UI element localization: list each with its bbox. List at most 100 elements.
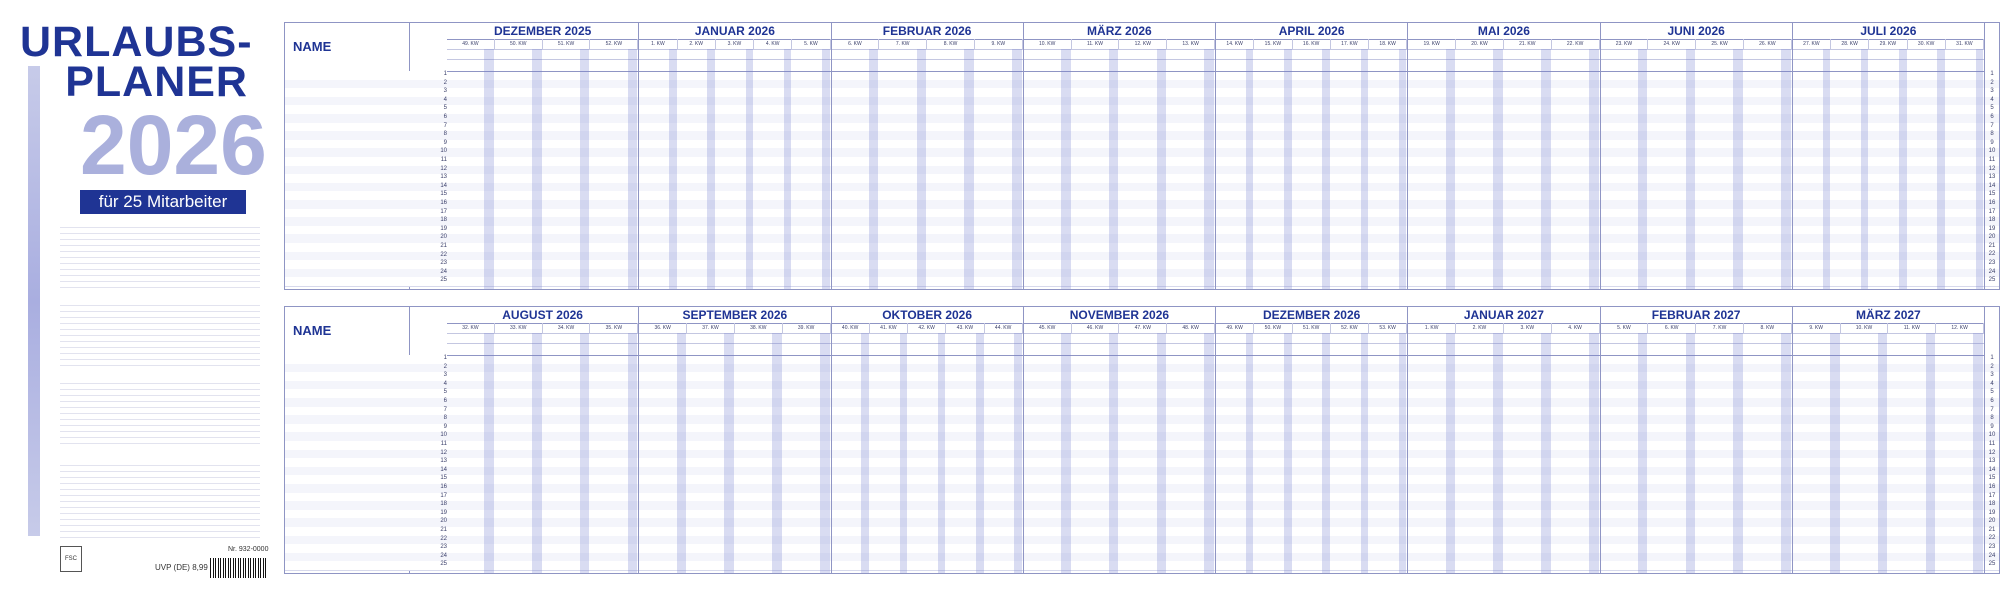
weekend-shading xyxy=(1014,333,1022,573)
weekday-row xyxy=(1216,59,1408,72)
row-number: 3 xyxy=(443,88,447,95)
week-number: 46. KW xyxy=(1072,323,1120,333)
weekend-shading xyxy=(1733,49,1743,289)
week-number: 3. KW xyxy=(716,39,754,49)
month-title: JANUAR 2026 xyxy=(639,23,831,40)
week-number-row: 40. KW 41. KW 42. KW 43. KW 44. KW xyxy=(831,323,1023,334)
row-number: 21 xyxy=(440,527,447,533)
weekend-shading xyxy=(1588,333,1599,573)
row-number-right: 5 xyxy=(1990,389,1994,396)
row-numbers-right: 1 2 3 4 5 6 7 8 9 10 11 12 13 14 15 16 17 18 19 20 21 22 23 24 2… xyxy=(1984,71,1999,286)
weekend-shading xyxy=(1108,49,1119,289)
week-number: 8. KW xyxy=(927,39,975,49)
row-number: 9 xyxy=(443,139,447,146)
weekend-shading xyxy=(1204,333,1215,573)
day-number-row xyxy=(639,49,831,60)
row-number: 8 xyxy=(443,415,447,422)
weekend-shading xyxy=(532,333,542,573)
planner-title: URLAUBS- PLANER xyxy=(20,18,253,104)
month-block: AUGUST 2026 32. KW 33. KW 34. KW 35. KW xyxy=(447,307,640,573)
row-number: 12 xyxy=(440,165,447,172)
planner-panel-top: NAME 1 2 3 4 5 6 7 8 9 10 11 12 13 14 15 16 17 18 19 20 21 22 2… xyxy=(284,22,2000,290)
week-number: 50. KW xyxy=(1254,323,1293,333)
week-number-row: 49. KW 50. KW 51. KW 52. KW xyxy=(447,39,639,50)
row-number: 16 xyxy=(440,200,447,206)
price-label: UVP (DE) 8,99 € xyxy=(155,563,215,572)
day-number-row xyxy=(639,333,831,344)
mini-calendar-line xyxy=(60,438,260,444)
mini-calendar-line xyxy=(60,282,260,288)
title-line-1: URLAUBS- xyxy=(20,18,253,66)
month-block: JULI 2026 27. KW 28. KW 29. KW 30. KW 31. KW xyxy=(1792,23,1985,289)
week-number: 6. KW xyxy=(1648,323,1697,333)
week-number: 1. KW xyxy=(1408,323,1457,333)
row-number: 1 xyxy=(443,71,447,77)
week-number: 51. KW xyxy=(1293,323,1331,333)
day-number-row xyxy=(1023,333,1215,344)
row-number: 1 xyxy=(443,355,447,361)
weekend-shading xyxy=(1925,333,1936,573)
weekend-shading xyxy=(1360,333,1369,573)
week-number: 29. KW xyxy=(1869,39,1908,49)
weekend-shading xyxy=(976,333,984,573)
weekday-row xyxy=(639,59,831,72)
weekend-shading xyxy=(1398,49,1407,289)
week-number: 36. KW xyxy=(639,323,688,333)
weekend-shading xyxy=(724,333,734,573)
weekend-shading xyxy=(1685,49,1696,289)
row-number-right: 6 xyxy=(1990,397,1994,404)
month-block: JANUAR 2027 1. KW 2. KW 3. KW 4. KW xyxy=(1408,307,1601,573)
month-title: DEZEMBER 2026 xyxy=(1216,307,1408,324)
week-number: 16. KW xyxy=(1293,39,1331,49)
week-number: 31. KW xyxy=(1946,39,1984,49)
month-block: MAI 2026 19. KW 20. KW 21. KW 22. KW xyxy=(1408,23,1601,289)
row-number-right: 21 xyxy=(1988,242,1996,249)
mini-calendar-line xyxy=(60,228,260,234)
row-number-right: 24 xyxy=(1988,268,1996,275)
weekend-shading xyxy=(627,333,638,573)
row-number-right: 23 xyxy=(1988,544,1996,551)
weekend-shading xyxy=(1637,333,1648,573)
weekend-shading xyxy=(1733,333,1743,573)
row-number-right: 24 xyxy=(1988,552,1996,559)
mini-calendar-line xyxy=(60,306,260,312)
weekend-shading xyxy=(868,49,879,289)
employee-row[interactable] xyxy=(285,561,1999,571)
weekend-shading xyxy=(899,333,908,573)
mini-calendar-line xyxy=(60,432,260,438)
row-number-right: 2 xyxy=(1990,79,1994,86)
week-number: 14. KW xyxy=(1216,39,1255,49)
week-number: 23. KW xyxy=(1601,39,1649,49)
row-number-right: 20 xyxy=(1988,518,1996,525)
week-number: 30. KW xyxy=(1908,39,1946,49)
row-number: 25 xyxy=(440,277,447,284)
employee-row[interactable] xyxy=(285,277,1999,287)
week-number: 4. KW xyxy=(1552,323,1600,333)
mini-calendar-line xyxy=(60,300,260,306)
row-number-right: 4 xyxy=(1990,96,1994,103)
mini-calendar-line xyxy=(60,414,260,420)
weekend-shading xyxy=(676,333,687,573)
weekday-row xyxy=(639,343,831,356)
weekend-shading xyxy=(1975,49,1984,289)
row-number-right: 11 xyxy=(1988,156,1996,163)
mini-calendar-line xyxy=(60,402,260,408)
mini-calendar-line xyxy=(60,252,260,258)
row-number-right: 15 xyxy=(1988,191,1996,198)
weekday-row xyxy=(1023,59,1215,72)
week-number: 42. KW xyxy=(908,323,947,333)
week-number: 47. KW xyxy=(1119,323,1168,333)
week-number: 17. KW xyxy=(1331,39,1369,49)
row-number: 12 xyxy=(440,449,447,456)
mini-calendar-line xyxy=(60,324,260,330)
weekend-shading xyxy=(1781,333,1791,573)
week-number: 35. KW xyxy=(590,323,639,333)
row-number-right: 16 xyxy=(1988,483,1996,490)
months-grid: AUGUST 2026 32. KW 33. KW 34. KW 35. KW SEPTE… xyxy=(447,307,1985,573)
week-number: 40. KW xyxy=(832,323,870,333)
weekend-shading xyxy=(1284,333,1292,573)
row-number: 20 xyxy=(440,234,447,241)
mini-calendar-line xyxy=(60,384,260,390)
week-number: 33. KW xyxy=(495,323,543,333)
mini-calendar-line xyxy=(60,466,260,472)
